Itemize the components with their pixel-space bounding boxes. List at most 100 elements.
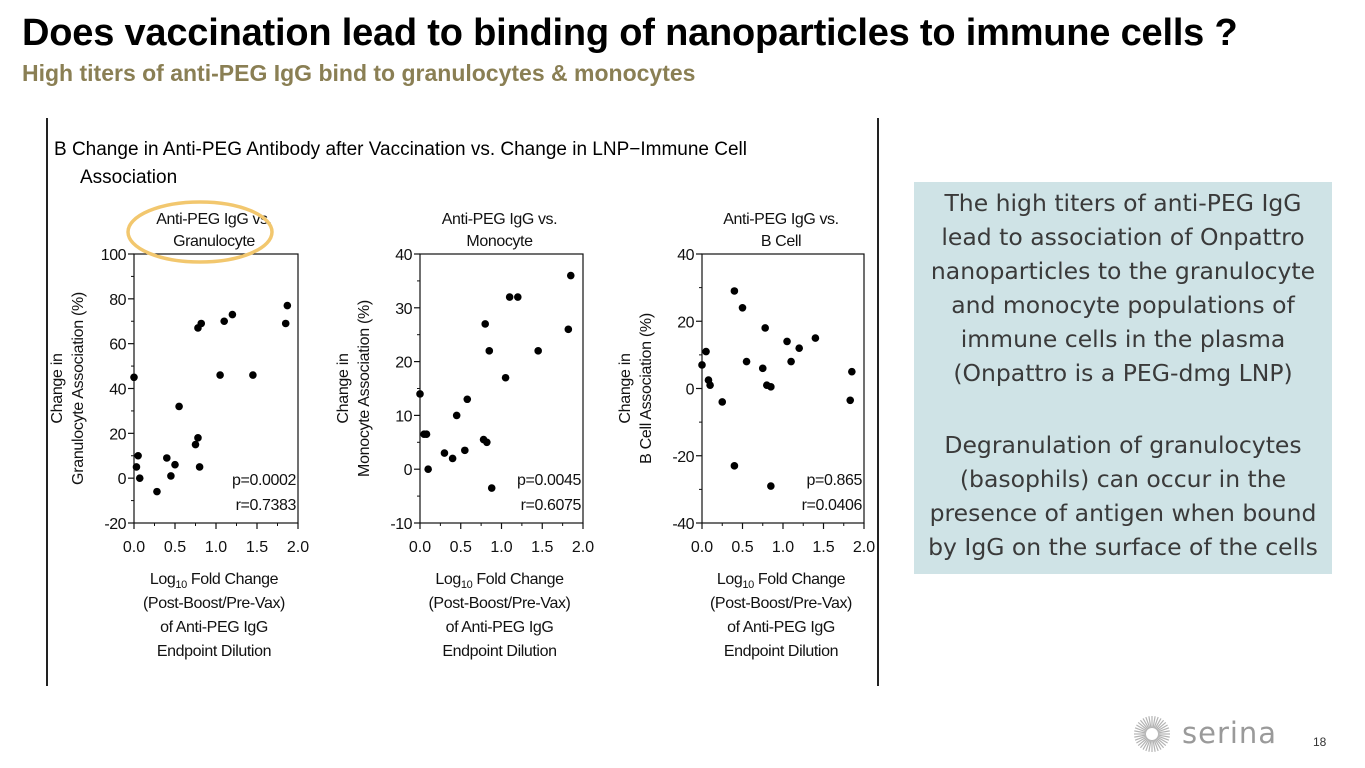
data-point (505, 293, 514, 301)
data-point (758, 364, 767, 373)
data-point (175, 402, 183, 411)
data-point (171, 460, 179, 469)
data-point (448, 454, 457, 463)
data-point (566, 271, 575, 280)
x-tick-label: 1.5 (531, 539, 553, 556)
y-axis-label-line: Granulocyte Association (%) (70, 292, 87, 485)
figure-heading-line1: B Change in Anti-PEG Antibody after Vacc… (54, 139, 747, 160)
data-point (848, 367, 856, 376)
data-point (216, 371, 224, 379)
data-point (534, 347, 542, 355)
data-point (220, 317, 228, 326)
x-tick-label: 1.0 (490, 539, 512, 556)
data-point (811, 334, 820, 342)
data-point (163, 454, 171, 462)
callout-box: The high titers of anti-PEG IgG lead to a… (914, 182, 1332, 574)
y-tick-label: 40 (395, 247, 412, 264)
highlight-ellipse (126, 200, 274, 264)
data-point (130, 373, 138, 382)
x-axis-label-line: Log10 Fold Change (150, 571, 279, 591)
x-tick-label: 2.0 (853, 539, 875, 556)
y-axis-label-line: B Cell Association (%) (638, 313, 655, 464)
data-point (283, 301, 292, 310)
y-axis-label-line: Monocyte Association (%) (356, 300, 373, 477)
data-point (767, 383, 775, 391)
callout-p2-line: presence of antigen when bound (929, 499, 1317, 527)
data-point (501, 373, 510, 382)
callout-p1-line: lead to association of Onpattro (941, 223, 1305, 251)
serina-logo: serina (1132, 714, 1312, 754)
data-point (730, 462, 739, 470)
data-point (452, 411, 461, 420)
plot-title-line: Anti-PEG IgG vs. (442, 211, 557, 228)
y-tick-label: 40 (109, 382, 126, 399)
stat-label: r=0.7383 (236, 497, 297, 514)
x-axis-label-line: (Post-Boost/Pre-Vax) (710, 595, 852, 612)
x-axis-label-line: of Anti-PEG IgG (446, 619, 554, 636)
data-point (194, 434, 202, 442)
x-tick-label: 1.0 (772, 539, 794, 556)
y-axis-label-line: Change in (335, 353, 352, 423)
data-point (783, 337, 791, 346)
x-tick-label: 0.0 (123, 539, 145, 556)
data-point (767, 482, 775, 490)
data-point (463, 395, 472, 404)
x-tick-label: 0.5 (731, 539, 753, 556)
logo-text: serina (1182, 716, 1278, 750)
data-point (730, 287, 739, 295)
x-tick-label: 0.5 (164, 539, 186, 556)
data-point (485, 347, 494, 355)
figure-heading-line2: Association (80, 167, 178, 188)
stat-label: p=0.865 (807, 472, 863, 489)
data-point (195, 463, 204, 471)
callout-p2-line: Degranulation of granulocytes (944, 431, 1302, 459)
y-axis-label-line: Change in (617, 353, 634, 423)
figure-left-border (46, 118, 48, 686)
y-tick-label: 20 (677, 314, 694, 331)
x-tick-label: 0.0 (409, 539, 431, 556)
callout-p1-line: nanoparticles to the granulocyte (930, 257, 1316, 285)
x-axis-label-line: of Anti-PEG IgG (727, 619, 835, 636)
x-axis-label-line: of Anti-PEG IgG (160, 619, 268, 636)
data-point (135, 474, 144, 482)
x-axis-label-line: Log10 Fold Change (435, 571, 564, 591)
x-axis-label-line: Endpoint Dilution (157, 643, 271, 660)
callout-p1-line: immune cells in the plasma (960, 325, 1286, 353)
slide-title: Does vaccination lead to binding of nano… (22, 12, 1238, 54)
y-tick-label: -20 (104, 516, 126, 533)
y-tick-label: 0 (404, 462, 413, 479)
data-point (481, 320, 490, 328)
data-point (134, 451, 142, 460)
y-axis-label-line: Change in (49, 353, 66, 423)
x-axis-label-line: (Post-Boost/Pre-Vax) (143, 595, 285, 612)
data-point (461, 446, 469, 455)
data-point (416, 390, 424, 398)
x-tick-label: 0.5 (450, 539, 472, 556)
data-point (795, 344, 803, 352)
stat-label: p=0.0045 (517, 472, 581, 489)
data-point (846, 396, 855, 405)
callout-p2-line: by IgG on the surface of the cells (928, 533, 1318, 561)
figure-panel: B Change in Anti-PEG Antibody after Vacc… (46, 118, 879, 686)
data-point (228, 310, 237, 319)
data-point (702, 347, 710, 356)
callout-p2-line: (basophils) can occur in the (959, 465, 1287, 493)
sunburst-logo-icon (1134, 716, 1170, 752)
x-axis-label-line: Log10 Fold Change (717, 571, 846, 591)
stat-label: r=0.6075 (521, 497, 582, 514)
x-tick-label: 2.0 (572, 539, 594, 556)
y-tick-label: 80 (109, 292, 126, 309)
plot-title-line: Anti-PEG IgG vs. (156, 211, 271, 228)
page-number: 18 (1313, 735, 1327, 749)
data-point (424, 465, 432, 474)
data-point (706, 381, 714, 389)
stat-label: r=0.0406 (802, 497, 863, 514)
x-tick-label: 1.5 (812, 539, 834, 556)
data-point (787, 357, 795, 366)
plot-title-line: B Cell (761, 233, 801, 250)
y-tick-label: 60 (109, 337, 126, 354)
x-tick-label: 1.0 (205, 539, 227, 556)
y-tick-label: 20 (395, 355, 412, 372)
data-point (281, 319, 290, 328)
